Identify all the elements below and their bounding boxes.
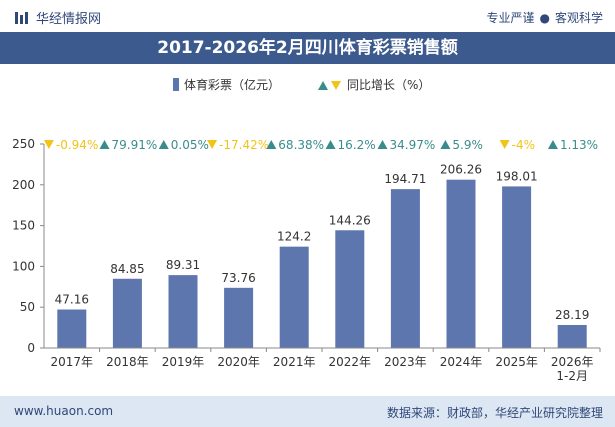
growth-label: -4% [512,138,535,152]
bar-value-label: 89.31 [166,258,200,272]
y-tick-label: 250 [12,137,35,151]
bar-value-label: 28.19 [555,308,589,322]
growth-up-arrow [266,140,277,149]
bar [57,309,87,348]
brand-name: 华经情报网 [36,12,102,27]
bar-value-label: 73.76 [221,271,255,285]
bar-chart: 体育彩票（亿元） 同比增长（%） 0 50 100 150 200 250 47.16 84… [12,77,601,383]
growth-down-arrow [499,140,510,149]
bar [502,186,532,348]
tagline-left: 专业严谨 [486,11,535,25]
bar-value-label: 84.85 [110,262,144,276]
x-tick-label: 2022年 [329,355,372,369]
bar-value-label: 206.26 [440,163,482,177]
growth-up-arrow [377,140,388,149]
legend-growth-swatch [318,81,341,90]
bar-value-label: 124.2 [277,230,311,244]
growth-label: 0.05% [171,138,209,152]
growth-label: 79.91% [112,138,158,152]
growth-label: -0.94% [56,138,98,152]
growth-up-arrow [158,140,169,149]
legend-growth-label: 同比增长（%） [347,78,430,92]
chart-title: 2017-2026年2月四川体育彩票销售额 [0,32,615,64]
bar [335,230,365,348]
bar-value-label: 47.16 [55,293,89,307]
growth-up-arrow [547,140,558,149]
y-tick-label: 0 [27,341,35,355]
bar-value-label: 144.26 [329,213,371,227]
growth-label: 1.13% [560,138,598,152]
bar-value-label: 194.71 [384,172,426,186]
growth-up-arrow [99,140,110,149]
bar [446,179,476,348]
tagline-separator: ● [539,10,550,25]
bars: 47.16 84.85 89.31 73.76 124.2 144.26 194.71 206… [55,163,589,348]
y-tick-label: 150 [12,219,35,233]
x-axis: 2017年 2018年 2019年 2020年 2021年 2022年 2023年 2024年… [51,348,601,383]
growth-down-arrow [43,140,54,149]
bar [112,278,142,348]
bar [168,275,198,348]
logo-icon [15,11,28,24]
bar [390,189,420,348]
legend: 体育彩票（亿元） 同比增长（%） [173,77,430,92]
growth-label: 5.9% [452,138,483,152]
y-tick-label: 100 [12,259,35,273]
tagline-right: 客观科学 [554,11,603,25]
growth-up-arrow [440,140,451,149]
x-tick-label: 2020年 [217,355,260,369]
brand: 华经情报网 [14,8,101,27]
legend-bar-label: 体育彩票（亿元） [184,77,280,92]
top-bar: 华经情报网 专业严谨 ● 客观科学 [0,0,615,32]
x-tick-label: 2025年 [495,355,538,369]
x-tick-label: 2021年 [273,355,316,369]
tagline: 专业严谨 ● 客观科学 [486,9,603,26]
growth-label: 34.97% [390,138,436,152]
y-axis: 0 50 100 150 200 250 [12,137,45,355]
legend-bar-swatch [173,78,179,91]
y-tick-label: 50 [20,300,35,314]
growth-labels: -0.94% 79.91% 0.05% -17.42% 68.38% 16.2% 34.97… [43,138,598,152]
growth-label: 16.2% [338,138,376,152]
growth-up-arrow [325,140,336,149]
growth-label: -17.42% [219,138,269,152]
x-tick-label: 2018年 [106,355,149,369]
growth-down-arrow [207,140,218,149]
x-tick-label: 2024年 [440,355,483,369]
x-tick-label: 2017年 [51,355,94,369]
bar-value-label: 198.01 [496,169,538,183]
footer-website: www.huaon.com [14,404,114,418]
y-tick-label: 200 [12,178,35,192]
x-tick-label: 2023年 [384,355,427,369]
growth-label: 68.38% [278,138,324,152]
footer-source: 数据来源：财政部，华经产业研究院整理 [386,406,603,420]
x-tick-label: 2019年 [162,355,205,369]
bar [279,246,309,348]
bar [224,287,254,348]
bar [557,324,587,348]
x-tick-label: 2026年 1-2月 [551,355,594,383]
footer: www.huaon.com 数据来源：财政部，华经产业研究院整理 [0,396,615,427]
